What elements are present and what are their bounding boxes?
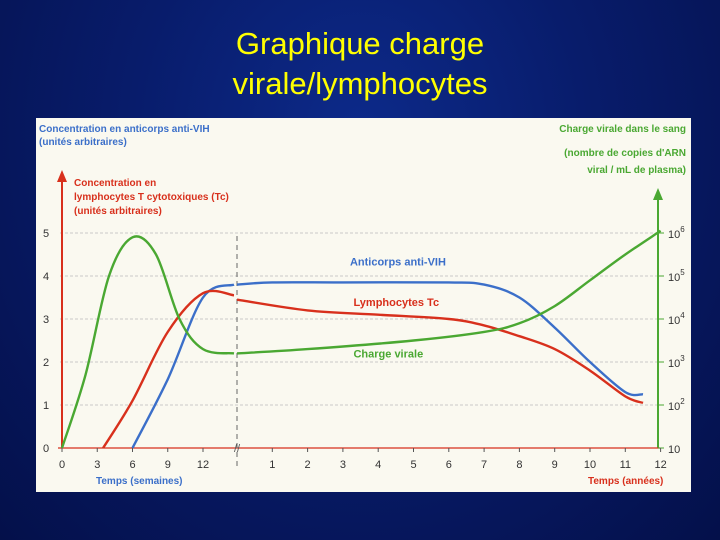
x-axis-title-weeks: Temps (semaines)	[96, 476, 183, 487]
x-week-tick-label: 6	[129, 459, 135, 471]
x-year-tick-label: 5	[410, 459, 416, 471]
x-year-tick-label: 2	[305, 459, 311, 471]
lymphocytes-tc-line-weeks	[102, 289, 235, 449]
y-left-tick-label: 4	[43, 271, 49, 283]
x-week-tick-label: 9	[165, 459, 171, 471]
x-axis-break-mark: //	[234, 443, 241, 455]
x-week-tick-label: 3	[94, 459, 100, 471]
x-week-tick-label: 0	[59, 459, 65, 471]
anticorps-anti-vih-series-label: Anticorps anti-VIH	[350, 256, 446, 268]
chart-card: Anticorps anti-VIH Lymphocytes Tc Charge v…	[36, 118, 691, 492]
right-axis-title-line-3: viral / mL de plasma)	[587, 165, 686, 176]
y-right-tick-label: 10	[668, 444, 680, 456]
y-left-tick-label: 1	[43, 400, 49, 412]
text-layer: Concentration en anticorps anti-VIH (uni…	[39, 124, 686, 487]
right-axis-title-line-2: (nombre de copies d'ARN	[564, 148, 686, 159]
slide-title-line-1: Graphique charge	[235, 26, 485, 61]
y-left-tick-label: 5	[43, 228, 49, 240]
lymphocytes-tc-line-years	[236, 298, 644, 405]
y-right-tick-label: 106	[668, 225, 685, 241]
charge-virale-line-years	[236, 229, 662, 355]
axes	[57, 170, 663, 468]
lymphocytes-tc-series-label: Lymphocytes Tc	[353, 297, 439, 309]
x-axis-title-years: Temps (années)	[588, 476, 663, 487]
anticorps-anti-vih-line-years	[236, 281, 644, 397]
slide-title-line-2: virale/lymphocytes	[232, 66, 488, 101]
hiv-chart: Anticorps anti-VIH Lymphocytes Tc Charge v…	[39, 124, 686, 487]
x-year-tick-label: 1	[269, 459, 275, 471]
series-lines: Anticorps anti-VIH Lymphocytes Tc Charge v…	[60, 229, 662, 449]
y-left-tick-label: 2	[43, 357, 49, 369]
charge-virale-series-label: Charge virale	[353, 349, 423, 361]
y-right-tick-label: 102	[668, 397, 685, 413]
y-left-tick-label: 3	[43, 314, 49, 326]
y-right-tick-label: 105	[668, 268, 685, 284]
left-axis-arrow	[57, 170, 67, 182]
charge-virale-line-weeks	[60, 235, 235, 449]
x-year-tick-label: 12	[654, 459, 666, 471]
slide-title: Graphique charge virale/lymphocytes	[0, 24, 720, 104]
x-year-tick-label: 8	[516, 459, 522, 471]
left-inner-title-line-2: lymphocytes T cytotoxiques (Tc)	[74, 192, 229, 203]
x-year-tick-label: 9	[552, 459, 558, 471]
right-axis-arrow	[653, 188, 663, 200]
left-inner-title-line-3: (unités arbitraires)	[74, 206, 162, 217]
x-week-tick-label: 12	[197, 459, 209, 471]
right-axis-title-line-1: Charge virale dans le sang	[559, 124, 686, 135]
y-left-tick-label: 0	[43, 443, 49, 455]
x-year-tick-label: 6	[446, 459, 452, 471]
x-year-tick-label: 3	[340, 459, 346, 471]
x-year-tick-label: 10	[584, 459, 596, 471]
left-inner-title-line-1: Concentration en	[74, 178, 156, 189]
left-axis-title-line-2: (unités arbitraires)	[39, 137, 127, 148]
x-year-tick-label: 7	[481, 459, 487, 471]
y-right-tick-label: 103	[668, 354, 685, 370]
left-axis-title-line-1: Concentration en anticorps anti-VIH	[39, 124, 210, 135]
anticorps-anti-vih-line-weeks	[131, 283, 235, 449]
x-year-tick-label: 11	[620, 459, 631, 471]
x-year-tick-label: 4	[375, 459, 381, 471]
y-right-tick-label: 104	[668, 311, 685, 327]
